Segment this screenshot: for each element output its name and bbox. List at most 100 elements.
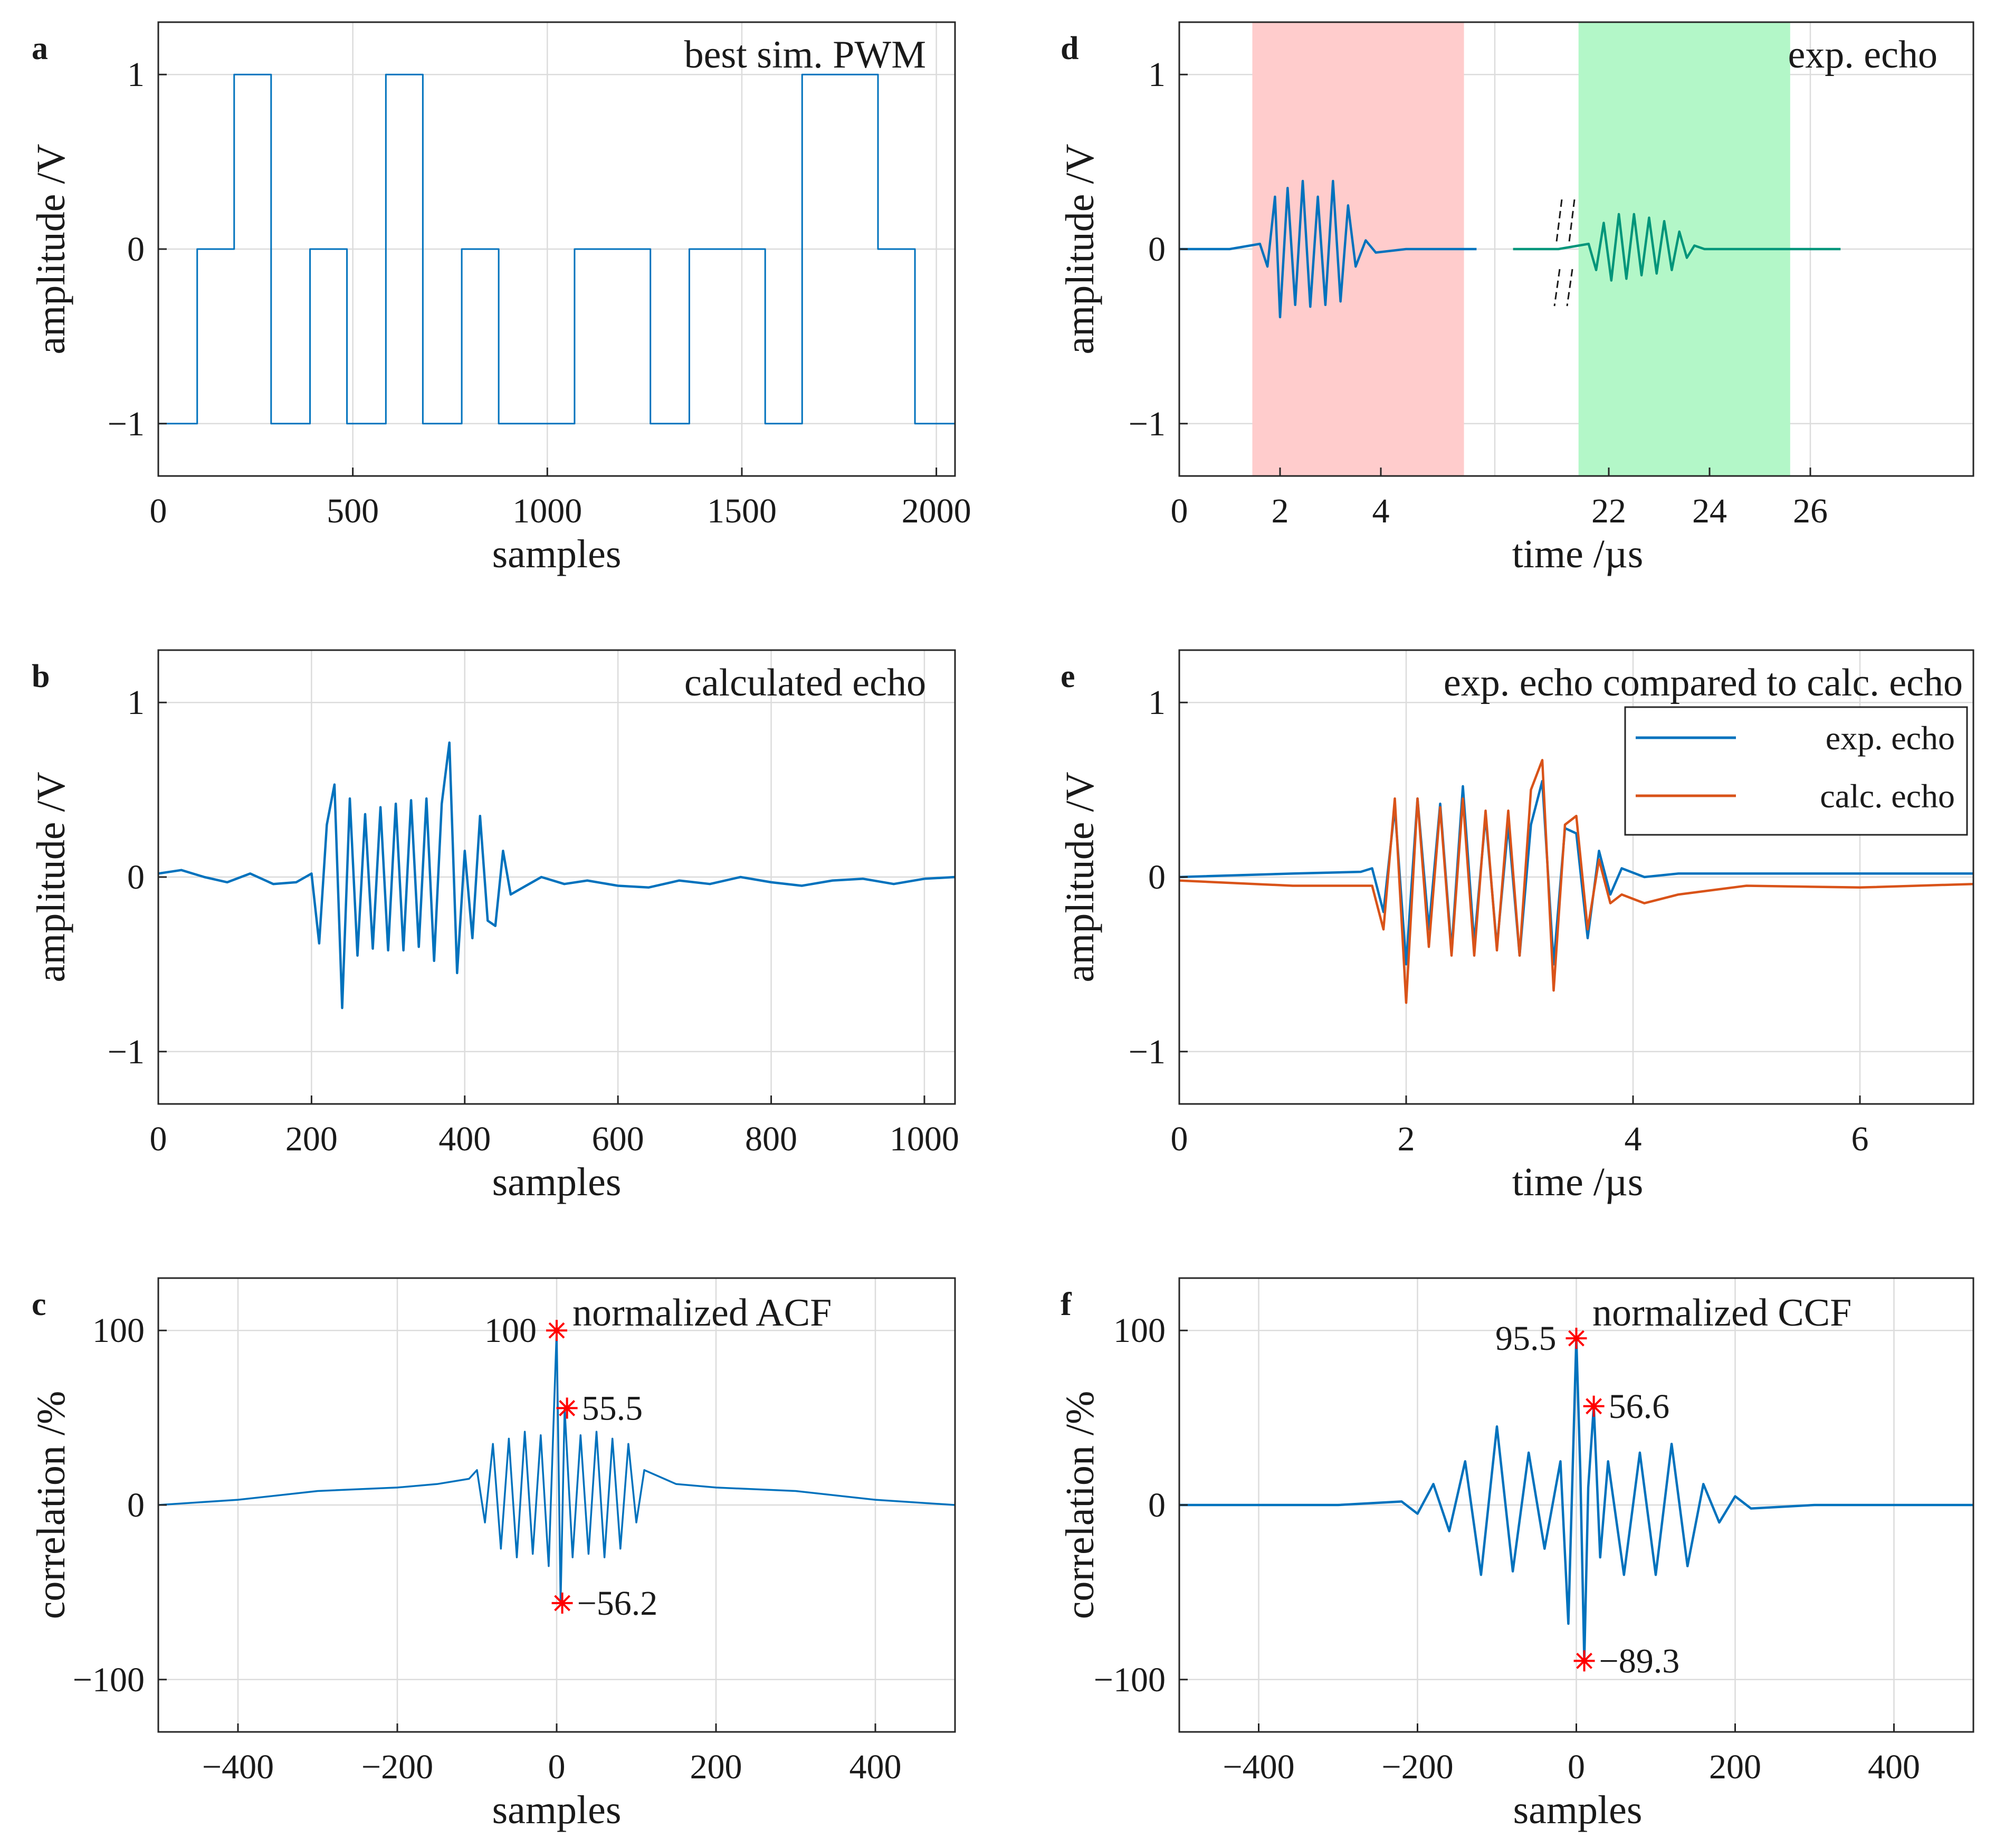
axis-break	[1553, 199, 1576, 307]
x-axis-label: time /µs	[1512, 532, 1644, 576]
panel-b-calculated-echo: b 0 200 400 600 800 1000−101 calculated echo …	[29, 649, 959, 1204]
x-tick-label: −400	[1223, 1748, 1294, 1786]
panel-title: exp. echo	[1788, 33, 1937, 77]
x-tick-label: 400	[1868, 1748, 1920, 1786]
panel-label: b	[32, 659, 50, 694]
x-tick-label: 4	[1625, 1120, 1642, 1158]
y-tick-label: 100	[1113, 1311, 1166, 1350]
series-line-1	[1179, 1337, 1973, 1662]
x-tick-label: −200	[361, 1748, 433, 1786]
legend: exp. echo calc. echo	[1624, 706, 1968, 836]
peak-label: 56.6	[1609, 1387, 1670, 1426]
x-tick-label: 2	[1272, 492, 1289, 530]
y-axis-label: amplitude /V	[1058, 771, 1102, 982]
x-tick-label: 0	[150, 492, 167, 530]
x-tick-label: 6	[1851, 1120, 1869, 1158]
y-tick-label: −100	[1094, 1661, 1166, 1699]
y-tick-label: −1	[108, 405, 145, 443]
peak-marker	[551, 1592, 573, 1614]
y-tick-label: 0	[1148, 230, 1166, 269]
x-tick-label: 200	[690, 1748, 742, 1786]
y-axis-label: correlation /%	[29, 1391, 73, 1620]
y-tick-label: 0	[127, 1486, 145, 1525]
y-axis-label: amplitude /V	[29, 144, 73, 354]
x-tick-label: 400	[849, 1748, 902, 1786]
y-tick-label: 0	[127, 858, 145, 897]
x-tick-label: −400	[202, 1748, 274, 1786]
series-line-1	[1179, 179, 1477, 319]
x-tick-label: 4	[1372, 492, 1390, 530]
y-tick-label: 0	[1148, 1486, 1166, 1525]
x-tick-label: 26	[1793, 492, 1828, 530]
panel-title: best sim. PWM	[684, 33, 926, 77]
series-line-2	[1513, 213, 1841, 282]
panel-title: normalized ACF	[572, 1291, 832, 1335]
peak-label: 100	[484, 1311, 537, 1350]
x-tick-label: 0	[1171, 492, 1188, 530]
x-tick-label: 24	[1692, 492, 1727, 530]
panel-e-comparison: e 0 2 4 6 −1 0 1 exp. echo compared to calc. e…	[1058, 649, 1974, 1204]
x-tick-label: 0	[150, 1120, 167, 1158]
x-tick-label: 200	[1709, 1748, 1761, 1786]
peak-label: 55.5	[582, 1389, 643, 1427]
x-tick-label: 200	[285, 1120, 338, 1158]
panel-a-pwm: a 0 500 1000 1500 2000 −1 0 1 best sim. PWM sam…	[29, 21, 971, 576]
panel-label: c	[32, 1287, 46, 1322]
x-tick-label: 22	[1591, 492, 1626, 530]
panel-title: normalized CCF	[1592, 1291, 1851, 1335]
peak-label: −56.2	[577, 1584, 658, 1623]
panel-label: e	[1061, 659, 1075, 694]
x-tick-label: 500	[327, 492, 379, 530]
legend-label-calc: calc. echo	[1820, 777, 1955, 815]
x-tick-label: 0	[548, 1748, 566, 1786]
panel-label: d	[1061, 31, 1078, 66]
x-tick-label: −200	[1381, 1748, 1453, 1786]
x-axis-label: time /µs	[1512, 1160, 1644, 1204]
panel-label: a	[32, 31, 48, 66]
x-tick-label: 1000	[512, 492, 582, 530]
y-tick-label: −1	[1129, 405, 1166, 443]
x-tick-label: 2000	[902, 492, 971, 530]
y-tick-label: 0	[1148, 858, 1166, 897]
series-line-1	[158, 73, 955, 425]
legend-box	[1624, 706, 1968, 836]
y-tick-label: 1	[1148, 55, 1166, 94]
x-tick-label: 600	[592, 1120, 644, 1158]
y-tick-label: −1	[1129, 1033, 1166, 1071]
x-tick-label: 0	[1568, 1748, 1585, 1786]
x-axis-label: samples	[492, 1160, 622, 1204]
legend-label-exp: exp. echo	[1826, 719, 1955, 757]
y-tick-label: 1	[1148, 683, 1166, 722]
series-line-1	[158, 741, 955, 1009]
x-axis-label: samples	[492, 1788, 622, 1832]
x-tick-label: 1000	[890, 1120, 959, 1158]
series-line-1	[158, 1329, 955, 1604]
y-axis-label: correlation /%	[1058, 1391, 1102, 1620]
x-tick-label: 800	[745, 1120, 797, 1158]
panel-title: exp. echo compared to calc. echo	[1444, 661, 1963, 704]
y-tick-label: 0	[127, 230, 145, 269]
peak-marker	[546, 1320, 567, 1341]
y-tick-label: 1	[127, 55, 145, 94]
peak-marker	[1573, 1650, 1595, 1672]
peak-label: −89.3	[1599, 1642, 1680, 1680]
x-tick-label: 0	[1171, 1120, 1188, 1158]
peak-marker	[1566, 1328, 1587, 1349]
peak-marker	[1583, 1395, 1605, 1417]
y-tick-label: 100	[92, 1311, 145, 1350]
y-axis-label: amplitude /V	[1058, 144, 1102, 354]
panel-label: f	[1061, 1287, 1072, 1322]
panel-c-acf: c −400 −200 0 200 400 −100 0 100 100 55.5 −56.2 n…	[29, 1277, 956, 1832]
peak-marker	[556, 1397, 578, 1419]
x-axis-label: samples	[492, 532, 622, 576]
y-tick-label: −1	[108, 1033, 145, 1071]
x-axis-label: samples	[1513, 1788, 1643, 1832]
x-tick-label: 1500	[707, 492, 777, 530]
x-tick-label: 2	[1398, 1120, 1415, 1158]
y-tick-label: −100	[73, 1661, 145, 1699]
peak-label: 95.5	[1495, 1319, 1557, 1358]
panel-title: calculated echo	[684, 661, 926, 704]
y-tick-label: 1	[127, 683, 145, 722]
